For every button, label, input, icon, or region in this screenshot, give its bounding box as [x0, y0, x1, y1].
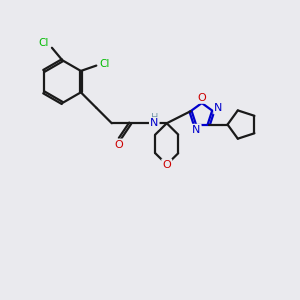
Text: N: N [150, 118, 158, 128]
Text: H: H [151, 113, 158, 123]
Text: Cl: Cl [38, 38, 49, 48]
Text: Cl: Cl [99, 59, 110, 69]
Text: O: O [162, 160, 171, 170]
Text: N: N [214, 103, 223, 113]
Text: N: N [192, 125, 200, 135]
Text: O: O [197, 93, 206, 103]
Text: O: O [114, 140, 123, 150]
